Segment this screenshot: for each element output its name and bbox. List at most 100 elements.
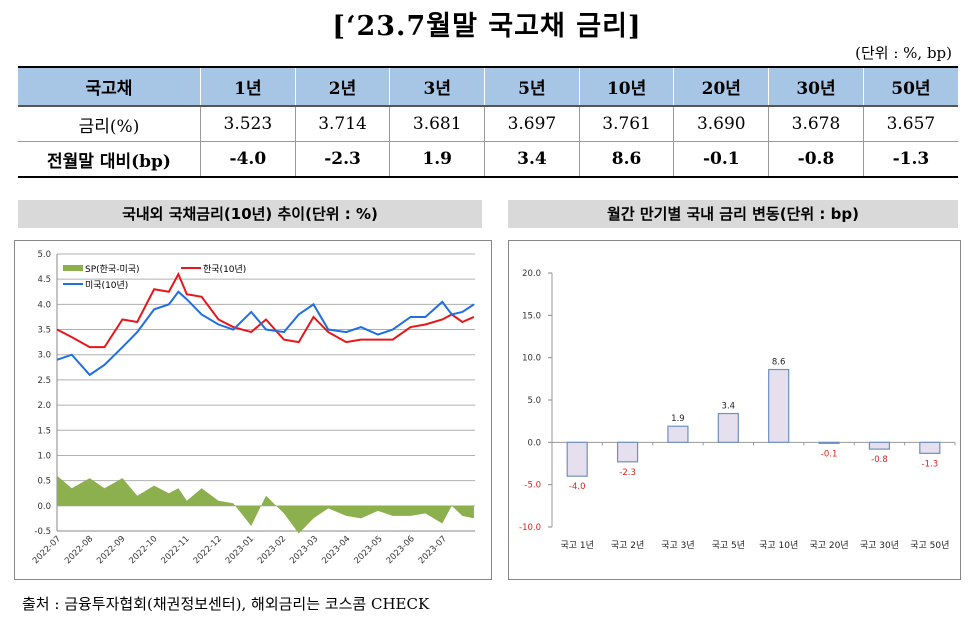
- table-cell: 3.690: [673, 106, 769, 142]
- bar-data-label: -0.8: [871, 455, 888, 465]
- y-tick-label: 0.0: [37, 502, 51, 512]
- legend-korea-label: 한국(10년): [203, 264, 246, 275]
- x-tick-label: 2022-11: [160, 534, 192, 566]
- x-category-label: 국고 3년: [661, 540, 694, 551]
- right-section-header: 월간 만기별 국내 금리 변동(단위 : bp): [508, 200, 958, 228]
- y-tick-label: -5.0: [524, 481, 541, 491]
- x-category-label: 국고 2년: [611, 540, 644, 551]
- table-cell: -0.8: [768, 141, 864, 178]
- y-tick-label: 4.5: [37, 275, 51, 285]
- spread-area: [57, 475, 474, 534]
- bar-data-label: -2.3: [619, 468, 636, 478]
- x-tick-label: 2023-01: [224, 534, 256, 566]
- bar: [616, 441, 639, 463]
- x-tick-label: 2022-07: [31, 534, 63, 566]
- table-cell: 1.9: [389, 141, 485, 178]
- bar-data-label: 1.9: [671, 414, 685, 424]
- table-cell: 3.681: [389, 106, 485, 142]
- x-tick-label: 2023-05: [352, 534, 384, 566]
- table-header-cell: 20년: [673, 66, 769, 107]
- x-tick-label: 2022-10: [127, 534, 159, 566]
- x-tick-label: 2023-07: [417, 534, 449, 566]
- table-cell: -0.1: [673, 141, 769, 178]
- us-10y-line: [56, 290, 475, 377]
- x-tick-label: 2023-04: [320, 534, 352, 566]
- bar: [717, 412, 739, 443]
- table-cell: 전월말 대비(bp): [18, 141, 201, 178]
- line-chart: 5.04.54.03.53.02.52.01.51.00.50.0-0.5202…: [31, 250, 475, 566]
- legend-us-label: 미국(10년): [85, 280, 128, 291]
- table-cell: 3.4: [484, 141, 580, 178]
- table-header-cell: 5년: [484, 66, 580, 107]
- table-header-cell: 50년: [862, 66, 958, 107]
- x-tick-label: 2023-02: [256, 534, 288, 566]
- x-tick-label: 2022-12: [192, 534, 224, 566]
- unit-note: (단위 : %, bp): [855, 44, 952, 62]
- table-header-cell: 10년: [578, 66, 674, 107]
- table-cell: 3.761: [578, 106, 674, 142]
- x-category-label: 국고 20년: [809, 540, 848, 551]
- rates-table: 국고채 1년 2년 3년 5년 10년 20년 30년 50년 금리(%) 3.523 3.714 3…: [18, 66, 958, 178]
- x-category-label: 국고 30년: [860, 540, 899, 551]
- table-cell: 3.523: [200, 106, 296, 142]
- left-section-header: 국내외 국채금리(10년) 추이(단위 : %): [18, 200, 482, 228]
- page-title: [‘23.7월말 국고채 금리]: [332, 11, 642, 42]
- y-tick-label: 20.0: [522, 269, 541, 279]
- table-cell: 금리(%): [18, 106, 201, 142]
- x-tick-label: 2023-03: [288, 534, 320, 566]
- table-header-cell: 30년: [768, 66, 864, 107]
- bar-data-label: 3.4: [722, 402, 736, 412]
- bar-data-label: -4.0: [569, 482, 586, 492]
- y-tick-label: 3.5: [37, 326, 51, 336]
- x-category-label: 국고 1년: [560, 540, 593, 551]
- y-tick-label: 4.0: [37, 300, 51, 310]
- x-tick-label: 2023-06: [385, 534, 417, 566]
- legend-spread-label: SP(한국-미국): [85, 264, 140, 275]
- table-cell: 3.657: [862, 106, 958, 142]
- bar-chart: 20.0 15.0 10.0 5.0 0.0 -5.0 -10.0 -4.0 국고 1년 -2.3…: [519, 269, 956, 551]
- table-cell: -2.3: [294, 141, 390, 178]
- x-category-label: 국고 10년: [759, 540, 798, 551]
- table-cell: 8.6: [578, 141, 674, 178]
- table-cell: -1.3: [862, 141, 958, 178]
- bar-data-label: -0.1: [821, 449, 838, 459]
- line-chart-box: 5.0 4.5 4.0 3.5 3.0 2.5 2.0 1.5 1.0 0.5 0.0 -0.5 202…: [14, 240, 492, 580]
- y-tick-label: 1.0: [37, 451, 51, 461]
- bar-data-label: 8.6: [772, 358, 786, 368]
- table-header-cell: 국고채: [18, 66, 201, 107]
- table-row: 금리(%) 3.523 3.714 3.681 3.697 3.761 3.690 3.678…: [18, 106, 958, 142]
- y-tick-label: 0.5: [37, 477, 51, 487]
- bar: [868, 441, 891, 450]
- x-category-label: 국고 5년: [712, 540, 745, 551]
- y-tick-label: 2.0: [37, 401, 51, 411]
- y-tick-label: -10.0: [519, 523, 541, 533]
- table-header-cell: 2년: [294, 66, 390, 107]
- x-category-label: 국고 50년: [910, 540, 949, 551]
- source-note: 출처 : 금융투자협회(채권정보센터), 해외금리는 코스콤 CHECK: [22, 595, 430, 613]
- table-cell: 3.714: [294, 106, 390, 142]
- bar: [566, 441, 588, 477]
- table-cell: -4.0: [200, 141, 296, 178]
- bar: [818, 441, 840, 444]
- x-tick-label: 2022-08: [63, 534, 95, 566]
- bar: [667, 425, 689, 443]
- y-tick-label: 15.0: [522, 311, 541, 321]
- y-tick-label: 3.0: [37, 351, 51, 361]
- bar-data-label: -1.3: [922, 459, 939, 469]
- bar-chart-box: 20.0 15.0 10.0 5.0 0.0 -5.0 -10.0 -4.0 국고 1년 -2.3…: [508, 240, 961, 580]
- y-tick-label: 5.0: [527, 396, 541, 406]
- table-row: 전월말 대비(bp) -4.0 -2.3 1.9 3.4 8.6 -0.1 -0.8 -1.3: [18, 141, 958, 178]
- bar: [768, 368, 790, 443]
- korea-10y-line: [56, 271, 475, 349]
- table-cell: 3.678: [768, 106, 864, 142]
- y-tick-label: 0.0: [527, 438, 541, 448]
- table-cell: 3.697: [484, 106, 580, 142]
- x-tick-label: 2022-09: [95, 534, 127, 566]
- table-header-cell: 1년: [200, 66, 296, 107]
- bar: [919, 441, 941, 454]
- y-tick-label: -0.5: [34, 527, 51, 537]
- y-tick-label: 2.5: [37, 376, 51, 386]
- y-tick-label: 1.5: [37, 426, 51, 436]
- y-tick-label: 10.0: [522, 354, 541, 364]
- table-header-cell: 3년: [389, 66, 485, 107]
